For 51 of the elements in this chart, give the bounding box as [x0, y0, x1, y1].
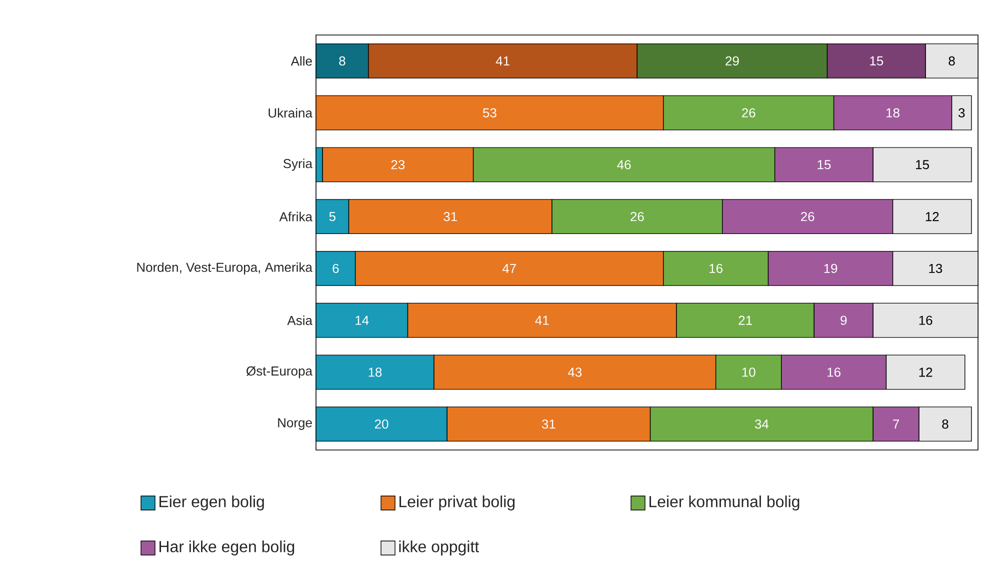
data-label: 8 — [339, 56, 346, 66]
legend-label: Har ikke egen bolig — [160, 540, 294, 556]
data-label: 29 — [726, 56, 739, 66]
data-label: 8 — [942, 419, 948, 429]
data-label: 34 — [754, 419, 769, 429]
data-label: 16 — [919, 316, 932, 325]
y-tick-label: Ukraina — [268, 108, 312, 118]
data-label: 47 — [502, 264, 516, 273]
data-label: 8 — [948, 56, 955, 66]
data-label: 15 — [916, 160, 929, 170]
data-label: 10 — [742, 368, 756, 377]
data-label: 21 — [738, 316, 752, 325]
data-label: 16 — [710, 264, 722, 274]
legend-label: ikke oppgitt — [399, 540, 479, 556]
data-label: 53 — [482, 108, 496, 118]
data-label: 15 — [818, 160, 831, 170]
y-tick-label: Asia — [287, 316, 312, 326]
legend-label: Eier egen bolig — [160, 496, 264, 510]
data-label: 23 — [391, 160, 405, 170]
data-label: 13 — [929, 264, 942, 274]
data-label: 41 — [496, 56, 510, 66]
data-label: 14 — [356, 316, 369, 325]
data-label: 5 — [329, 212, 336, 222]
data-label: 3 — [958, 108, 965, 118]
data-label: 26 — [742, 108, 756, 118]
y-tick-label: Syria — [283, 158, 312, 171]
data-label: 18 — [368, 368, 382, 377]
data-label: 12 — [919, 368, 932, 377]
data-label: 19 — [824, 264, 838, 274]
data-label: 16 — [828, 368, 840, 377]
y-tick-label: Norge — [278, 418, 312, 430]
data-label: 31 — [542, 419, 556, 429]
data-label: 41 — [535, 316, 549, 325]
y-tick-label: Afrika — [279, 212, 312, 222]
legend-label: Leier privat bolig — [400, 496, 515, 510]
data-label: 46 — [617, 160, 631, 170]
y-tick-label: Alle — [290, 56, 312, 66]
data-label: 20 — [374, 419, 388, 429]
data-label: 43 — [568, 368, 582, 377]
data-label: 26 — [801, 212, 814, 222]
data-label: 18 — [886, 108, 900, 118]
data-label: 7 — [893, 420, 900, 429]
legend-label: Leier kommunal bolig — [650, 496, 800, 510]
data-label: 6 — [332, 264, 339, 274]
data-label: 26 — [630, 212, 644, 222]
data-label: 12 — [926, 212, 939, 222]
data-label: 9 — [840, 316, 847, 325]
data-label: 15 — [870, 56, 884, 66]
y-tick-label: Norden, Vest-Europa, Amerika — [137, 262, 312, 275]
data-label: 31 — [444, 212, 457, 222]
y-tick-label: Øst-Europa — [246, 366, 312, 378]
